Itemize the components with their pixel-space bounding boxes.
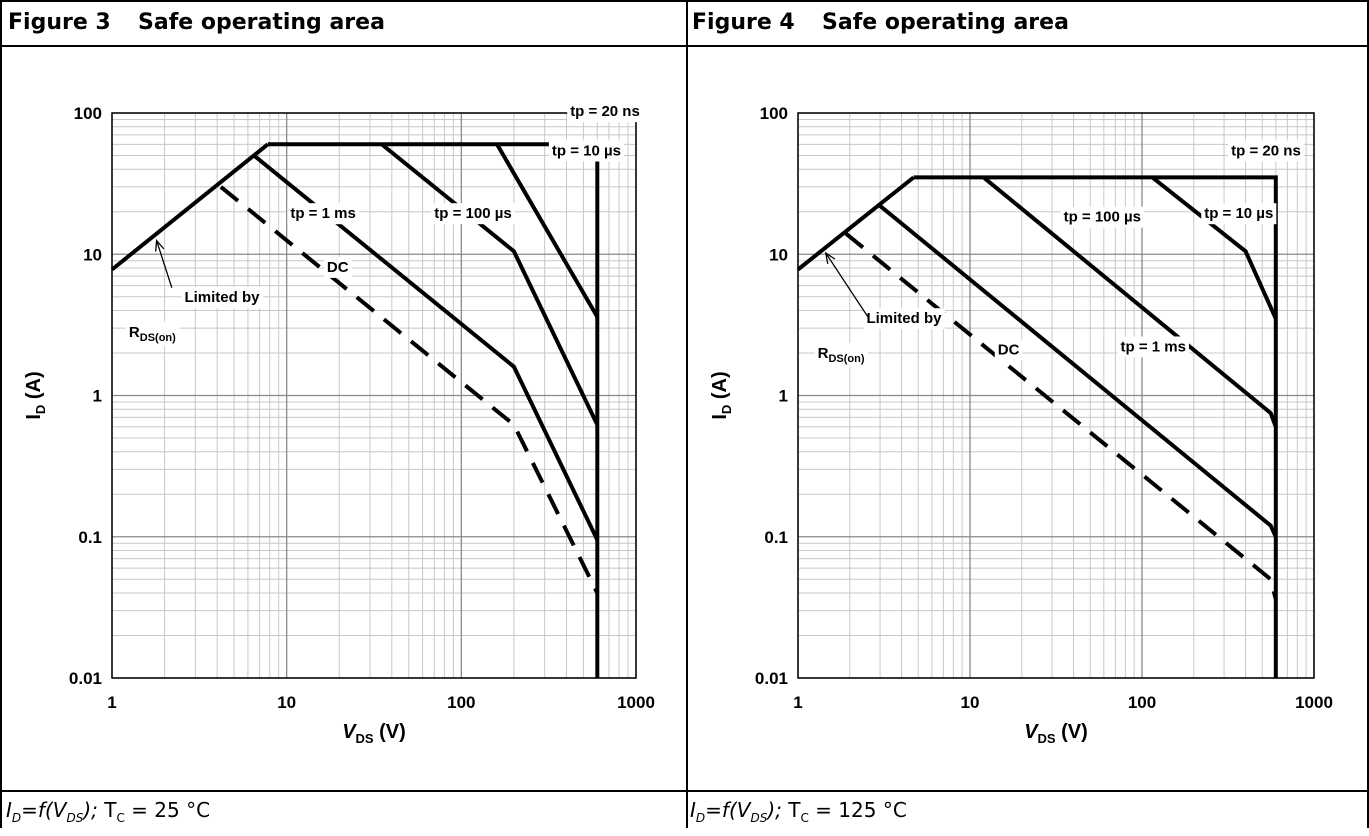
annotation-background: [1201, 203, 1277, 225]
annotation-text: RDS(on): [129, 324, 176, 344]
plot-frame: [797, 112, 1315, 679]
annotation-background: [287, 203, 359, 225]
soa-chart-25c: 1 10 100 1000 0.01 0.1 1 10 100 VDS (V) ID (A) tp =…: [23, 101, 655, 746]
annotation-arrowhead: [154, 238, 165, 252]
annotation-background: [814, 342, 868, 367]
annotation-text: tp = 1 ms: [1121, 338, 1186, 355]
series-line: [219, 185, 600, 594]
annotation-background: [125, 321, 180, 346]
annotation-text: Limited by: [866, 310, 942, 327]
y-tick-label: 0.1: [764, 528, 788, 547]
annotation-background: [1060, 206, 1145, 228]
annotation-arrow: [825, 252, 869, 318]
annotation-label: tp = 20 ns: [1228, 140, 1304, 162]
table-border-header: [0, 45, 1369, 47]
annotation-label: tp = 1 ms: [287, 203, 359, 225]
annotation-background: [1228, 140, 1304, 162]
series-line: [1151, 175, 1278, 320]
annotation-label: DC: [994, 339, 1023, 361]
figure-4-label: Figure 4: [692, 10, 795, 35]
figure-4-header: Figure 4 Safe operating area: [692, 0, 1362, 46]
annotation-text: DC: [327, 259, 349, 276]
annotation-label: tp = 100 µs: [431, 203, 515, 225]
y-tick-label: 0.01: [755, 669, 788, 688]
figure-3-title: Safe operating area: [138, 10, 385, 35]
annotation-text: tp = 10 µs: [1204, 205, 1273, 222]
annotation-text: tp = 10 µs: [552, 143, 621, 160]
annotation-background: [323, 256, 352, 278]
series-line: [796, 175, 915, 272]
y-tick-label: 10: [83, 245, 102, 264]
annotation-label: tp = 20 ns: [567, 101, 643, 123]
table-border-left: [0, 0, 2, 828]
annotation-text: tp = 1 ms: [290, 205, 355, 222]
soa-chart-125c: 1 10 100 1000 0.01 0.1 1 10 100 VDS (V) ID (A) tp =…: [709, 104, 1333, 746]
annotation-text: tp = 20 ns: [1231, 143, 1301, 160]
annotation-text: RDS(on): [818, 345, 865, 365]
annotation-background: [1117, 336, 1189, 358]
y-tick-label: 100: [760, 104, 788, 123]
x-tick-label: 10: [277, 693, 296, 712]
series-line: [252, 153, 600, 541]
annotation-label: tp = 100 µs: [1060, 206, 1145, 228]
annotation-background: [181, 286, 264, 308]
series-line: [844, 232, 1278, 600]
annotation-label: RDS(on): [125, 321, 180, 346]
table-border-right: [1367, 0, 1369, 828]
series-line: [110, 142, 270, 272]
plot-frame: [111, 112, 637, 679]
annotation-text: DC: [998, 342, 1020, 359]
x-tick-label: 10: [961, 693, 980, 712]
figure-4-title: Safe operating area: [822, 10, 1069, 35]
annotation-text: tp = 100 µs: [434, 205, 511, 222]
series-line: [913, 175, 1278, 678]
annotation-label: tp = 1 ms: [1117, 336, 1189, 358]
annotation-arrowhead: [824, 251, 836, 264]
y-tick-label: 100: [74, 104, 102, 123]
annotation-background: [863, 308, 946, 330]
x-tick-label: 1000: [1295, 693, 1333, 712]
annotation-label: Limited by: [181, 286, 264, 308]
x-tick-label: 1: [793, 693, 802, 712]
table-border-middle: [686, 0, 688, 828]
y-tick-label: 1: [93, 387, 102, 406]
annotation-label: tp = 10 µs: [548, 140, 624, 162]
table-border-top: [0, 0, 1369, 2]
table-border-caption: [0, 790, 1369, 792]
y-tick-label: 0.1: [78, 528, 102, 547]
annotation-text: tp = 20 ns: [570, 103, 640, 120]
x-tick-label: 1: [107, 693, 116, 712]
annotation-text: tp = 100 µs: [1064, 209, 1141, 226]
series-line: [267, 142, 600, 678]
figure-3-label: Figure 3: [8, 10, 111, 35]
annotation-background: [431, 203, 515, 225]
x-tick-label: 100: [1128, 693, 1156, 712]
annotation-label: tp = 10 µs: [1201, 203, 1277, 225]
series-line: [878, 204, 1278, 538]
figure-4-caption: ID=f(VDS); TC = 125 °C: [690, 798, 907, 825]
x-axis-title: VDS (V): [342, 721, 406, 746]
annotation-background: [994, 339, 1023, 361]
series-line: [495, 143, 600, 318]
annotation-background: [567, 101, 643, 123]
series-line: [380, 142, 600, 426]
y-axis-title: ID (A): [23, 371, 48, 419]
annotation-arrow: [155, 240, 173, 288]
annotation-label: DC: [323, 256, 352, 278]
annotation-label: Limited by: [863, 308, 946, 330]
x-axis-title: VDS (V): [1024, 721, 1088, 746]
x-tick-label: 1000: [617, 693, 655, 712]
y-axis-title: ID (A): [709, 371, 734, 419]
y-tick-label: 1: [779, 387, 788, 406]
annotation-text: Limited by: [184, 289, 260, 306]
annotation-label: RDS(on): [814, 342, 868, 367]
y-tick-label: 0.01: [69, 669, 102, 688]
annotation-background: [548, 140, 624, 162]
series-line: [982, 175, 1278, 428]
figure-3-header: Figure 3 Safe operating area: [8, 0, 678, 46]
figure-3-caption: ID=f(VDS); TC = 25 °C: [6, 798, 211, 825]
y-tick-label: 10: [769, 245, 788, 264]
x-tick-label: 100: [447, 693, 475, 712]
